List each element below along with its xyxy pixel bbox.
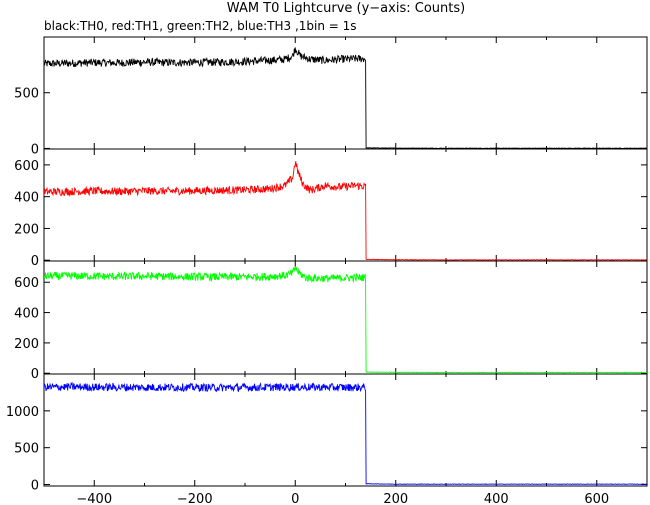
y-tick-label: 0	[31, 367, 39, 382]
panel-TH3: 0 500 1000	[6, 373, 648, 494]
x-axis-tick-labels: −400 −200 0 200 400 600	[76, 492, 609, 505]
y-tick-label: 500	[14, 442, 39, 457]
y-tick-label: 0	[31, 479, 39, 494]
series-line-TH2	[44, 265, 647, 374]
y-tick-label: 600	[14, 159, 39, 174]
panel-frame	[43, 36, 648, 150]
y-tick-label: 200	[14, 222, 39, 237]
x-tick-label: 0	[291, 492, 299, 505]
panel-frame	[43, 148, 648, 262]
x-tick-label: 200	[383, 492, 408, 505]
chart-subtitle: black:TH0, red:TH1, green:TH2, blue:TH3 …	[44, 19, 357, 33]
y-tick-label: 600	[14, 276, 39, 291]
series-line-TH1	[44, 161, 647, 261]
chart-title: WAM T0 Lightcurve (y−axis: Counts)	[227, 1, 465, 16]
x-tick-label: 400	[484, 492, 509, 505]
panel-TH2: 0 200 400 600	[14, 260, 648, 382]
panel-frame	[43, 373, 648, 487]
y-tick-label: 0	[31, 142, 39, 157]
panels-group: 0 500 0 200 400 600 0 200 400 600 0 500 1000	[6, 36, 648, 494]
y-tick-label: 400	[14, 307, 39, 322]
x-tick-label: 600	[584, 492, 609, 505]
panel-TH0: 0 500	[14, 36, 648, 157]
series-line-TH3	[44, 381, 647, 485]
y-tick-label: 200	[14, 337, 39, 352]
y-tick-label: 1000	[6, 405, 39, 420]
series-line-TH0	[44, 47, 647, 149]
x-tick-label: −200	[177, 492, 213, 505]
x-tick-label: −400	[76, 492, 112, 505]
y-tick-label: 0	[31, 254, 39, 269]
y-tick-label: 400	[14, 191, 39, 206]
panel-TH1: 0 200 400 600	[14, 148, 648, 269]
y-tick-label: 500	[14, 87, 39, 102]
